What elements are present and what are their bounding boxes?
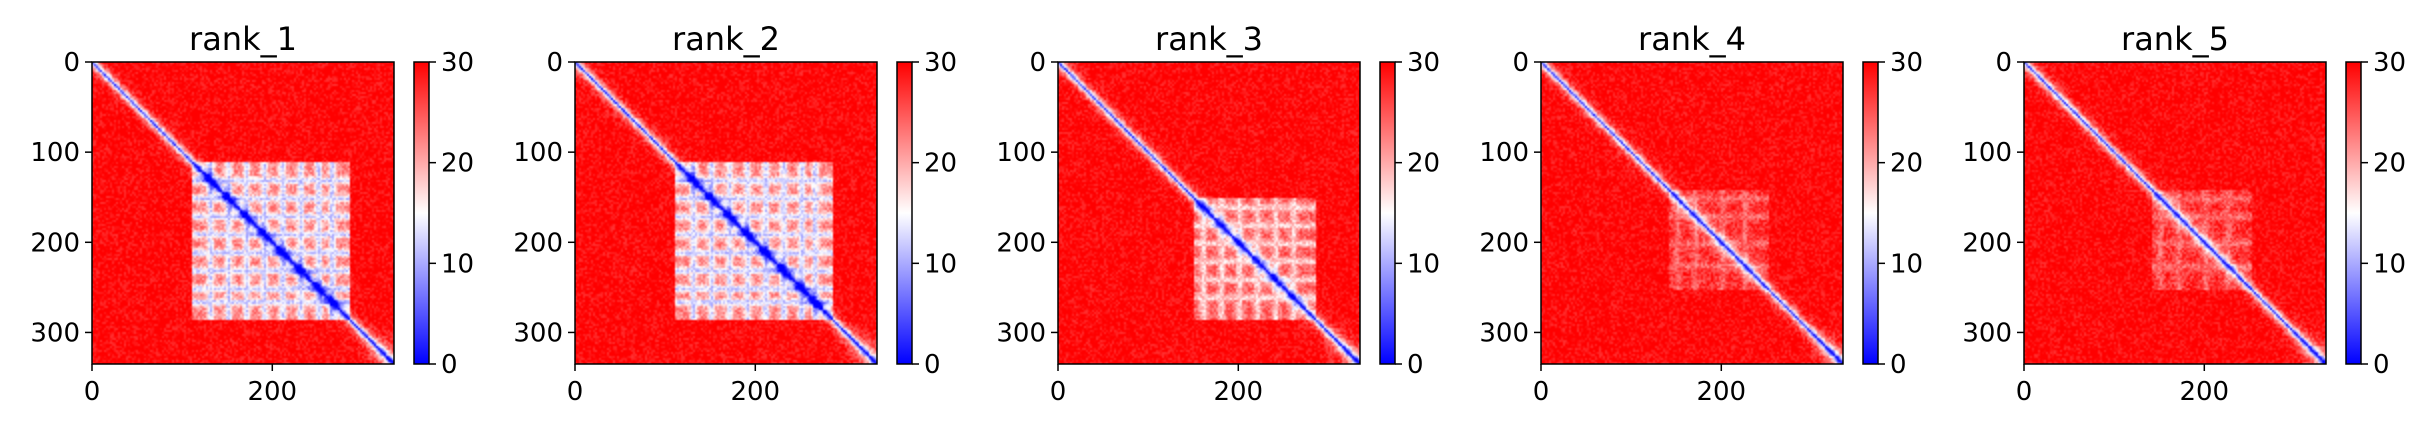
colorbar-tick-label: 30 [441, 48, 474, 78]
y-tick-label: 200 [1962, 228, 2012, 258]
y-tick-label: 200 [1479, 228, 1529, 258]
y-tick-label: 100 [30, 138, 80, 168]
y-tick-label: 300 [513, 318, 563, 348]
colorbar-tick-label: 10 [441, 249, 474, 279]
colorbar-gradient [414, 62, 429, 364]
heatmap-image [1058, 62, 1360, 364]
y-tick-label: 100 [513, 138, 563, 168]
colorbar-tick-label: 20 [441, 149, 474, 179]
colorbar-tick-label: 30 [1407, 48, 1440, 78]
y-tick-label: 300 [996, 318, 1046, 348]
panel-title: rank_1 [189, 20, 297, 58]
y-tick-label: 300 [1479, 318, 1529, 348]
colorbar-tick-label: 0 [924, 350, 941, 380]
x-tick-label: 0 [84, 377, 101, 407]
panel-title: rank_4 [1638, 20, 1746, 58]
colorbar-tick-label: 20 [1407, 149, 1440, 179]
colorbar-tick-label: 20 [2373, 149, 2406, 179]
y-tick-label: 100 [1962, 138, 2012, 168]
x-tick-label: 0 [1050, 377, 1067, 407]
colorbar-tick-label: 0 [1407, 350, 1424, 380]
heatmap-image [2024, 62, 2326, 364]
y-tick-label: 200 [30, 228, 80, 258]
x-tick-label: 200 [2179, 377, 2229, 407]
colorbar-tick-label: 20 [924, 149, 957, 179]
colorbar-tick-label: 0 [2373, 350, 2390, 380]
y-tick-label: 100 [996, 138, 1046, 168]
heatmap-image [92, 62, 394, 364]
x-tick-label: 200 [1213, 377, 1263, 407]
colorbar-tick-label: 10 [1890, 249, 1923, 279]
colorbar-tick-label: 30 [924, 48, 957, 78]
y-tick-label: 0 [63, 48, 80, 78]
panel-title: rank_5 [2121, 20, 2229, 58]
x-tick-label: 200 [1696, 377, 1746, 407]
colorbar-tick-label: 10 [2373, 249, 2406, 279]
y-tick-label: 200 [996, 228, 1046, 258]
heatmap-image [1541, 62, 1843, 364]
y-tick-label: 300 [1962, 318, 2012, 348]
heatmap-image [575, 62, 877, 364]
colorbar-gradient [1863, 62, 1878, 364]
y-tick-label: 0 [546, 48, 563, 78]
panel-title: rank_3 [1155, 20, 1263, 58]
colorbar-gradient [2346, 62, 2361, 364]
panel-title: rank_2 [672, 20, 780, 58]
colorbar-tick-label: 0 [441, 350, 458, 380]
colorbar-tick-label: 20 [1890, 149, 1923, 179]
y-tick-label: 100 [1479, 138, 1529, 168]
colorbar-tick-label: 0 [1890, 350, 1907, 380]
colorbar-tick-label: 30 [1890, 48, 1923, 78]
colorbar-gradient [897, 62, 912, 364]
colorbar-tick-label: 10 [924, 249, 957, 279]
y-tick-label: 200 [513, 228, 563, 258]
x-tick-label: 200 [730, 377, 780, 407]
x-tick-label: 0 [2016, 377, 2033, 407]
colorbar-tick-label: 30 [2373, 48, 2406, 78]
colorbar-gradient [1380, 62, 1395, 364]
colorbar-tick-label: 10 [1407, 249, 1440, 279]
y-tick-label: 0 [1029, 48, 1046, 78]
x-tick-label: 200 [247, 377, 297, 407]
y-tick-label: 0 [1995, 48, 2012, 78]
x-tick-label: 0 [1533, 377, 1550, 407]
y-tick-label: 0 [1512, 48, 1529, 78]
y-tick-label: 300 [30, 318, 80, 348]
x-tick-label: 0 [567, 377, 584, 407]
